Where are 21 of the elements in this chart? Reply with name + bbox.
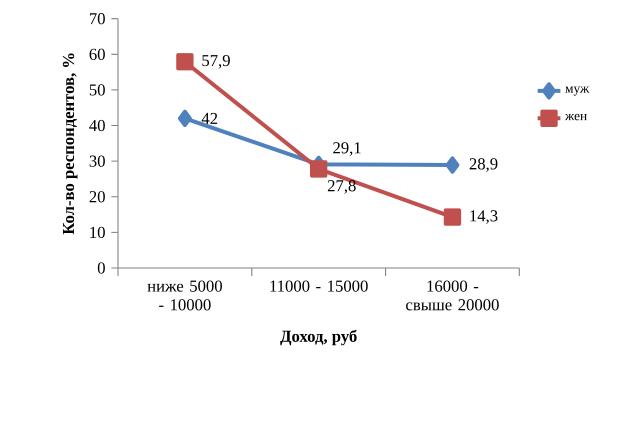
data-label: 28,9 [470,158,498,172]
x-tick-label: ниже 5000 - 10000 [147,280,222,310]
y-tick-label: 10 [90,226,105,238]
y-tick-label: 50 [90,84,105,96]
y-tick-label: 20 [90,191,105,202]
x-tick-label: 16000 - свыше 20000 [406,280,499,310]
data-label: 57,9 [202,54,230,69]
data-label: 42 [202,112,218,124]
legend-label: муж [565,86,590,96]
y-axis-title: Кол-во респондентов, % [62,54,78,234]
data-label: 29,1 [333,142,361,156]
x-axis-title: Доход, руб [280,330,357,346]
data-label: 27,8 [328,180,356,194]
y-tick-label: 40 [89,120,105,132]
x-tick-label: 11000 - 15000 [270,280,368,292]
y-tick-label: 0 [98,262,105,274]
data-label: 14,3 [470,210,498,224]
y-tick-label: 30 [90,156,105,167]
legend-label: жен [565,114,587,120]
y-tick-label: 70 [90,13,105,24]
y-tick-label: 60 [90,48,105,60]
